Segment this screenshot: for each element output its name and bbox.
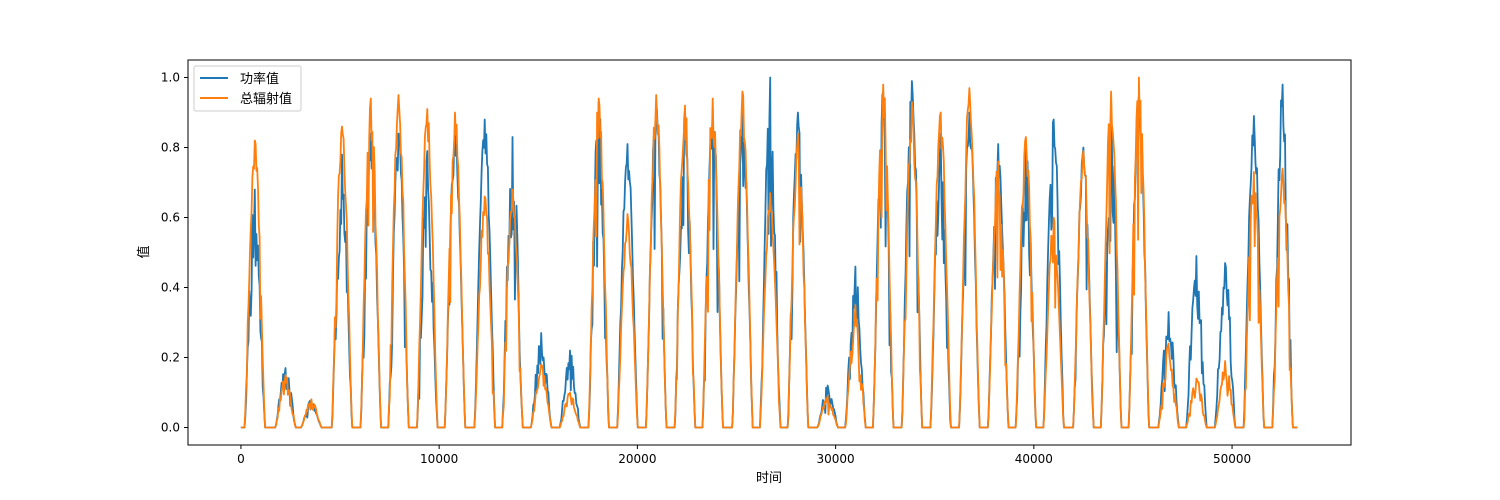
legend-label-power: 功率值 xyxy=(240,71,279,87)
legend: 功率值 总辐射值 xyxy=(193,65,302,112)
y-tick-label: 0.8 xyxy=(161,141,180,155)
plot-frame xyxy=(187,59,1352,446)
y-axis-ticks: 0.0 0.2 0.4 0.6 0.8 1.0 xyxy=(161,71,188,435)
y-tick-label: 1.0 xyxy=(161,71,180,85)
x-axis-label: 时间 xyxy=(756,471,782,486)
x-tick-label: 10000 xyxy=(420,452,458,466)
series-line-irradiance xyxy=(240,76,1298,429)
x-tick-label: 0 xyxy=(237,452,245,466)
x-axis-ticks: 0 10000 20000 30000 40000 50000 xyxy=(237,445,1251,466)
y-tick-label: 0.2 xyxy=(161,351,180,365)
y-tick-label: 0.0 xyxy=(161,421,180,435)
y-tick-label: 0.4 xyxy=(161,281,180,295)
plot-area xyxy=(187,59,1352,446)
y-axis-label: 值 xyxy=(136,245,152,258)
y-tick-label: 0.6 xyxy=(161,211,180,225)
x-tick-label: 40000 xyxy=(1015,452,1053,466)
x-tick-label: 50000 xyxy=(1213,452,1251,466)
legend-label-irradiance: 总辐射值 xyxy=(240,91,292,107)
x-tick-label: 30000 xyxy=(817,452,855,466)
series-layer xyxy=(240,76,1298,429)
x-tick-label: 20000 xyxy=(618,452,656,466)
